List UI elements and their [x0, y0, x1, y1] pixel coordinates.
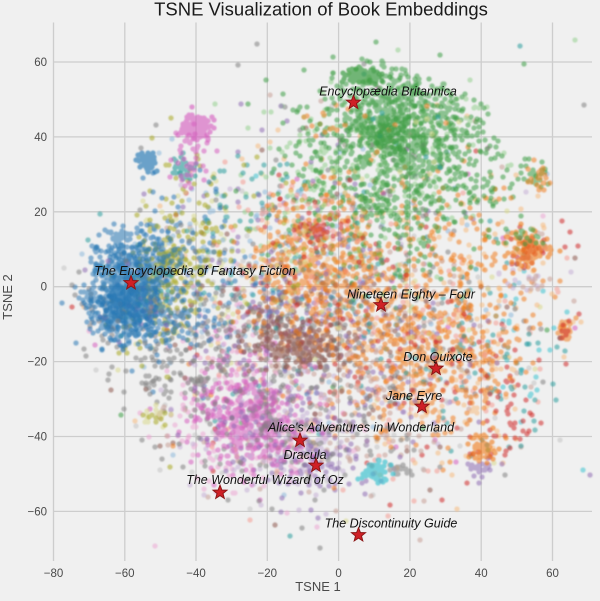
svg-text:−20: −20: [258, 568, 278, 580]
svg-text:60: 60: [34, 57, 47, 69]
svg-text:0: 0: [41, 282, 47, 294]
svg-text:40: 40: [475, 568, 488, 580]
svg-text:Don Quixote: Don Quixote: [403, 350, 473, 364]
svg-text:Encyclopædia Britannica: Encyclopædia Britannica: [319, 85, 457, 99]
svg-text:Alice's Adventures in Wonderla: Alice's Adventures in Wonderland: [267, 421, 455, 435]
svg-text:−80: −80: [44, 568, 64, 580]
svg-text:TSNE 2: TSNE 2: [0, 274, 15, 320]
svg-text:20: 20: [34, 207, 47, 219]
svg-text:−60: −60: [27, 506, 47, 518]
svg-text:The Encyclopedia of Fantasy Fi: The Encyclopedia of Fantasy Fiction: [94, 264, 296, 278]
svg-text:20: 20: [404, 568, 417, 580]
svg-text:−40: −40: [27, 432, 47, 444]
svg-text:Jane Eyre: Jane Eyre: [385, 389, 442, 403]
svg-text:TSNE 1: TSNE 1: [295, 579, 341, 594]
svg-text:40: 40: [34, 132, 47, 144]
svg-text:The Wonderful Wizard of Oz: The Wonderful Wizard of Oz: [186, 473, 344, 487]
svg-text:−40: −40: [186, 568, 206, 580]
svg-text:−20: −20: [27, 357, 47, 369]
svg-text:60: 60: [546, 568, 559, 580]
svg-text:TSNE Visualization of Book Emb: TSNE Visualization of Book Embeddings: [154, 0, 488, 20]
svg-text:Nineteen Eighty – Four: Nineteen Eighty – Four: [347, 288, 476, 302]
svg-text:−60: −60: [115, 568, 135, 580]
svg-text:The Discontinuity Guide: The Discontinuity Guide: [325, 517, 458, 531]
svg-text:0: 0: [335, 568, 341, 580]
svg-text:Dracula: Dracula: [283, 448, 326, 462]
